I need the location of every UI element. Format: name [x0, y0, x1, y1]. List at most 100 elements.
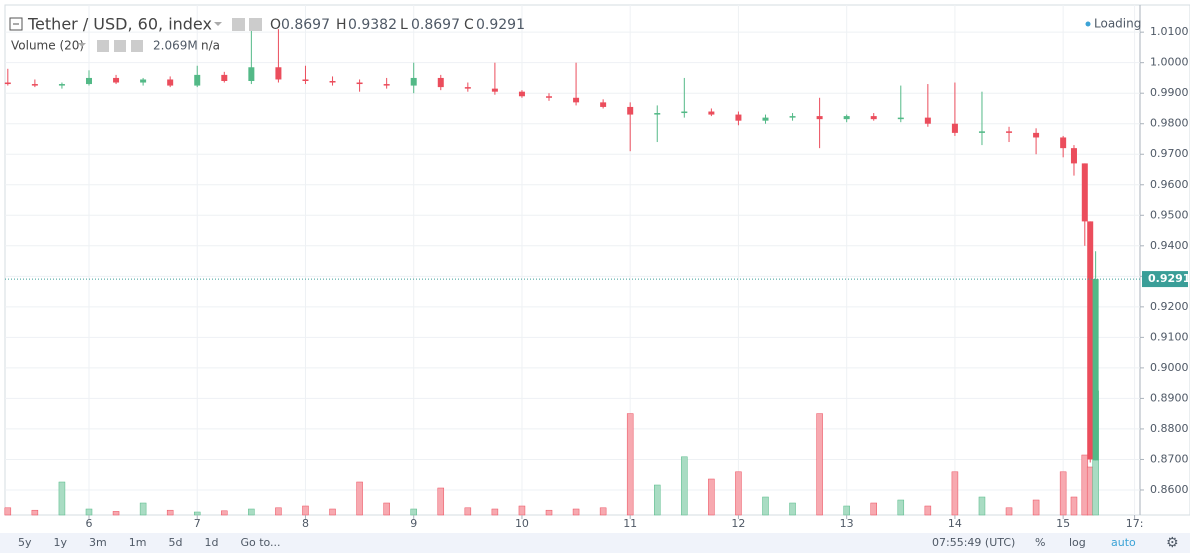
volume-bar: [31, 509, 39, 516]
settings-gear[interactable]: ⚙: [1166, 535, 1179, 551]
y-tick-label: 0.9900: [1150, 86, 1189, 99]
y-tick-label: 0.8900: [1150, 391, 1189, 404]
candle-body: [383, 84, 390, 86]
candle-body: [356, 82, 363, 85]
candle-body: [248, 67, 255, 81]
volume-bar: [762, 496, 769, 516]
volume-bar: [1070, 496, 1078, 516]
volume-bar: [978, 496, 986, 516]
candle-body: [708, 111, 715, 115]
y-tick-label: 0.9200: [1150, 300, 1189, 313]
toolbar: [0, 533, 1190, 553]
volume-bar: [356, 481, 363, 516]
x-tick-label: 17:: [1126, 517, 1144, 530]
option-button[interactable]: log: [1069, 536, 1086, 549]
volume-bar: [518, 505, 526, 516]
range-button[interactable]: 5d: [168, 536, 182, 549]
y-tick-label: 0.9100: [1150, 330, 1189, 343]
legend-low: 0.8697: [411, 17, 460, 33]
candle-body: [491, 88, 498, 92]
candle-body: [58, 84, 65, 86]
volume-bar: [1081, 454, 1089, 516]
dropdown-icon[interactable]: [78, 43, 86, 47]
dropdown-icon[interactable]: [214, 22, 222, 26]
frame: [4, 4, 1190, 516]
candle-body: [1092, 279, 1099, 461]
volume-bar: [1032, 499, 1040, 516]
candle-body: [1033, 132, 1040, 138]
y-tick-label: 0.8600: [1150, 483, 1189, 496]
volume-bar: [843, 505, 850, 516]
candle-body: [600, 102, 607, 107]
range-button[interactable]: Go to...: [240, 536, 280, 549]
x-tick-label: 6: [85, 517, 92, 530]
volume-bar: [4, 507, 12, 516]
candle-body: [302, 79, 309, 81]
range-button[interactable]: 1d: [204, 536, 218, 549]
collapse-icon[interactable]: [9, 17, 23, 31]
candle-body: [140, 79, 147, 83]
loading-status: Loading: [1094, 17, 1141, 31]
loading-dot: [1085, 21, 1091, 27]
volume-extra: n/a: [201, 39, 220, 53]
volume-bar: [302, 505, 309, 516]
legend-high-key: H: [336, 17, 347, 33]
candle-body: [924, 117, 931, 124]
y-tick-label: 0.9600: [1150, 178, 1189, 191]
eye-icon[interactable]: [232, 18, 245, 31]
volume-bar: [383, 502, 390, 516]
volume-bar: [924, 505, 932, 516]
y-tick-label: 0.9500: [1150, 208, 1189, 221]
volume-bar: [248, 508, 255, 516]
range-button[interactable]: 1m: [129, 536, 147, 549]
range-button[interactable]: 5y: [18, 536, 32, 549]
candle-body: [4, 82, 11, 85]
candle-body: [113, 77, 120, 83]
volume-bar: [789, 502, 796, 516]
y-tick-label: 0.8800: [1150, 422, 1189, 435]
close-icon[interactable]: [131, 40, 143, 52]
candle-body: [1081, 163, 1088, 222]
y-tick-label: 0.9800: [1150, 117, 1189, 130]
volume-bar: [275, 507, 282, 516]
candle-body: [870, 116, 877, 120]
candle-body: [546, 96, 553, 98]
volume-bar: [329, 508, 336, 516]
candle-body: [1070, 148, 1077, 164]
volume-bar: [491, 508, 499, 516]
volume-bar: [1005, 507, 1013, 516]
volume-bar: [735, 471, 742, 516]
x-tick-label: 9: [410, 517, 417, 530]
settings-icon[interactable]: [114, 40, 126, 52]
volume-bar: [139, 502, 147, 516]
x-tick-label: 15: [1056, 517, 1070, 530]
range-button[interactable]: 3m: [89, 536, 107, 549]
candle-body: [194, 74, 201, 86]
volume-bar: [572, 508, 580, 516]
candle-body: [789, 116, 796, 118]
candle-body: [762, 117, 769, 121]
volume-bar: [464, 507, 472, 516]
legend-close-key: C: [464, 17, 474, 33]
y-tick-label: 1.0100: [1150, 25, 1189, 38]
legend-open-key: O: [270, 17, 281, 33]
volume-bar: [599, 507, 607, 516]
x-tick-label: 12: [731, 517, 745, 530]
candle-body: [518, 91, 525, 97]
candle-body: [654, 113, 661, 115]
volume-bar: [1086, 466, 1094, 516]
candle-body: [573, 97, 580, 103]
volume-bar: [437, 487, 445, 516]
candle-body: [735, 114, 742, 121]
y-tick-label: 0.8700: [1150, 452, 1189, 465]
eye-icon[interactable]: [97, 40, 109, 52]
settings-icon[interactable]: [249, 18, 262, 31]
volume-bar: [951, 471, 959, 516]
range-button[interactable]: 1y: [54, 536, 68, 549]
y-tick-label: 1.0000: [1150, 56, 1189, 69]
option-button[interactable]: %: [1035, 536, 1045, 549]
candle-body: [167, 79, 174, 86]
option-button[interactable]: auto: [1111, 536, 1136, 549]
